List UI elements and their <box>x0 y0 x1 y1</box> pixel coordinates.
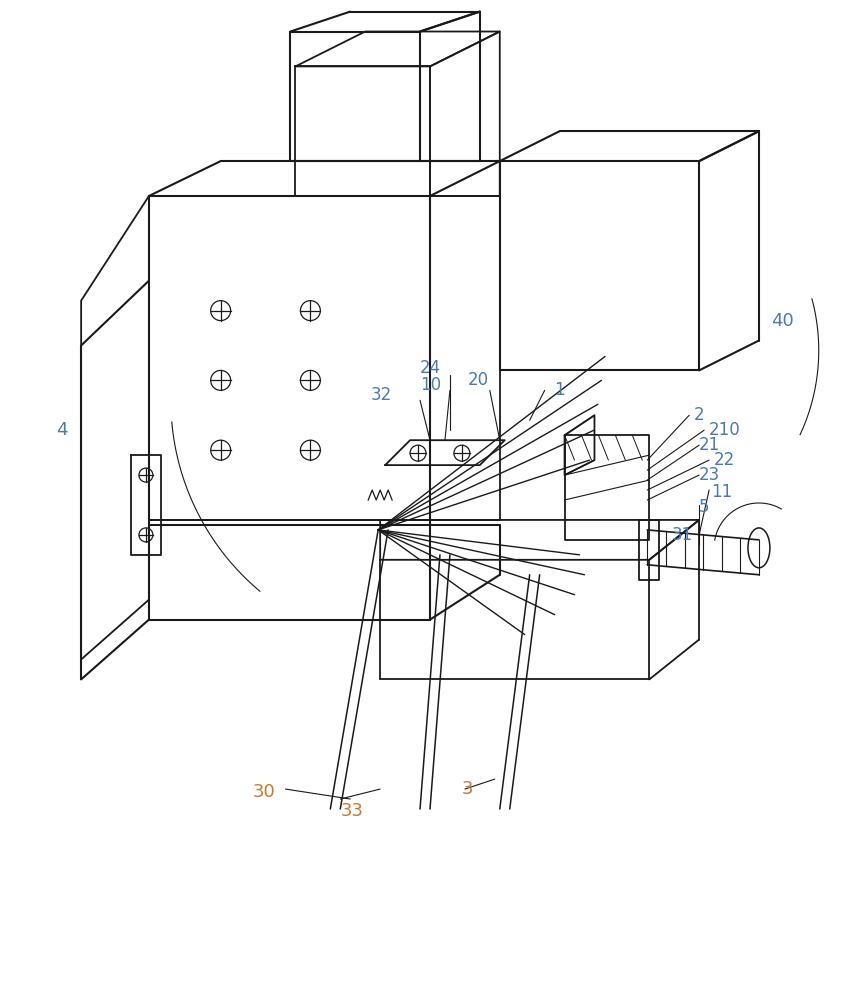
Text: 4: 4 <box>56 421 68 439</box>
Text: 210: 210 <box>709 421 740 439</box>
Text: 24: 24 <box>420 359 442 377</box>
Text: 31: 31 <box>671 526 692 544</box>
Text: 22: 22 <box>714 451 735 469</box>
Text: 40: 40 <box>771 312 794 330</box>
Text: 32: 32 <box>370 386 392 404</box>
Text: 33: 33 <box>340 802 363 820</box>
Text: 5: 5 <box>699 498 710 516</box>
Text: 23: 23 <box>699 466 721 484</box>
Text: 30: 30 <box>253 783 276 801</box>
Text: 10: 10 <box>420 376 442 394</box>
Text: 2: 2 <box>694 406 704 424</box>
Text: 20: 20 <box>468 371 489 389</box>
Text: 11: 11 <box>711 483 733 501</box>
Text: 3: 3 <box>462 780 473 798</box>
Text: 1: 1 <box>555 381 565 399</box>
Text: 21: 21 <box>699 436 721 454</box>
